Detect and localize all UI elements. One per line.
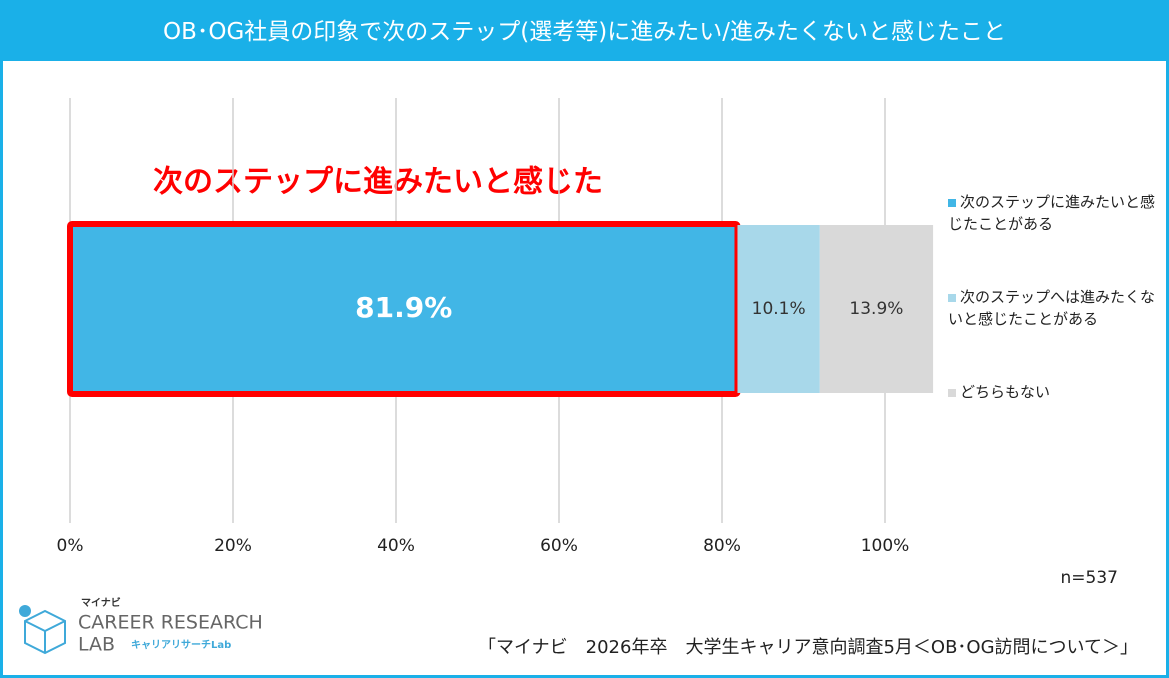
chart-title: OB･OG社員の印象で次のステップ(選考等)に進みたい/進みたくないと感じたこと [3, 3, 1166, 61]
x-tick-label: 40% [377, 536, 415, 556]
logo-line2: LAB [78, 634, 115, 656]
sample-size: n=537 [1061, 568, 1118, 588]
bar-segment [819, 225, 934, 393]
legend-entry: どちらもない [948, 381, 1158, 403]
x-tick-label: 100% [861, 536, 910, 556]
value-label: 13.9% [849, 299, 903, 319]
legend-label: 次のステップへは進みたくないと感じたことがある [948, 288, 1156, 328]
value-label: 10.1% [752, 299, 806, 319]
value-label: 81.9% [355, 291, 452, 324]
x-tick-label: 80% [703, 536, 741, 556]
legend-swatch [948, 198, 956, 207]
bar-segment [737, 225, 820, 393]
x-tick-label: 60% [540, 536, 578, 556]
legend-entry: 次のステップに進みたいと感じたことがある [948, 191, 1158, 235]
source: 「マイナビ 2026年卒 大学生キャリア意向調査5月＜OB･OG訪問について＞」 [478, 637, 1138, 658]
legend-swatch [948, 388, 956, 397]
legend-swatch [948, 293, 956, 302]
x-tick-label: 0% [57, 536, 84, 556]
logo-line1: CAREER RESEARCH [78, 612, 263, 634]
x-tick-label: 20% [214, 536, 252, 556]
legend-entry: 次のステップへは進みたくないと感じたことがある [948, 286, 1158, 330]
logo: マイナビ CAREER RESEARCH LAB キャリアリサーチLab [19, 596, 263, 656]
logo-brand: マイナビ [81, 596, 121, 609]
bar-segment [70, 225, 738, 393]
legend-label: 次のステップに進みたいと感じたことがある [948, 193, 1156, 233]
legend-label: どちらもない [960, 383, 1051, 401]
logo-sub: キャリアリサーチLab [131, 639, 231, 651]
annotation: 次のステップに進みたいと感じた [153, 165, 603, 200]
chart: 次のステップに進みたいと感じた n=537 「マイナビ 2026年卒 大学生キャ… [19, 98, 1138, 658]
